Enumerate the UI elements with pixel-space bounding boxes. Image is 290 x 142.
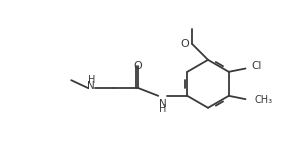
Text: Cl: Cl (251, 61, 262, 71)
Text: CH₃: CH₃ (254, 95, 273, 105)
Text: N: N (159, 99, 166, 109)
Text: H: H (159, 104, 166, 114)
Text: O: O (180, 39, 189, 49)
Text: N: N (88, 81, 95, 91)
Text: O: O (134, 61, 143, 71)
Text: H: H (88, 75, 95, 85)
